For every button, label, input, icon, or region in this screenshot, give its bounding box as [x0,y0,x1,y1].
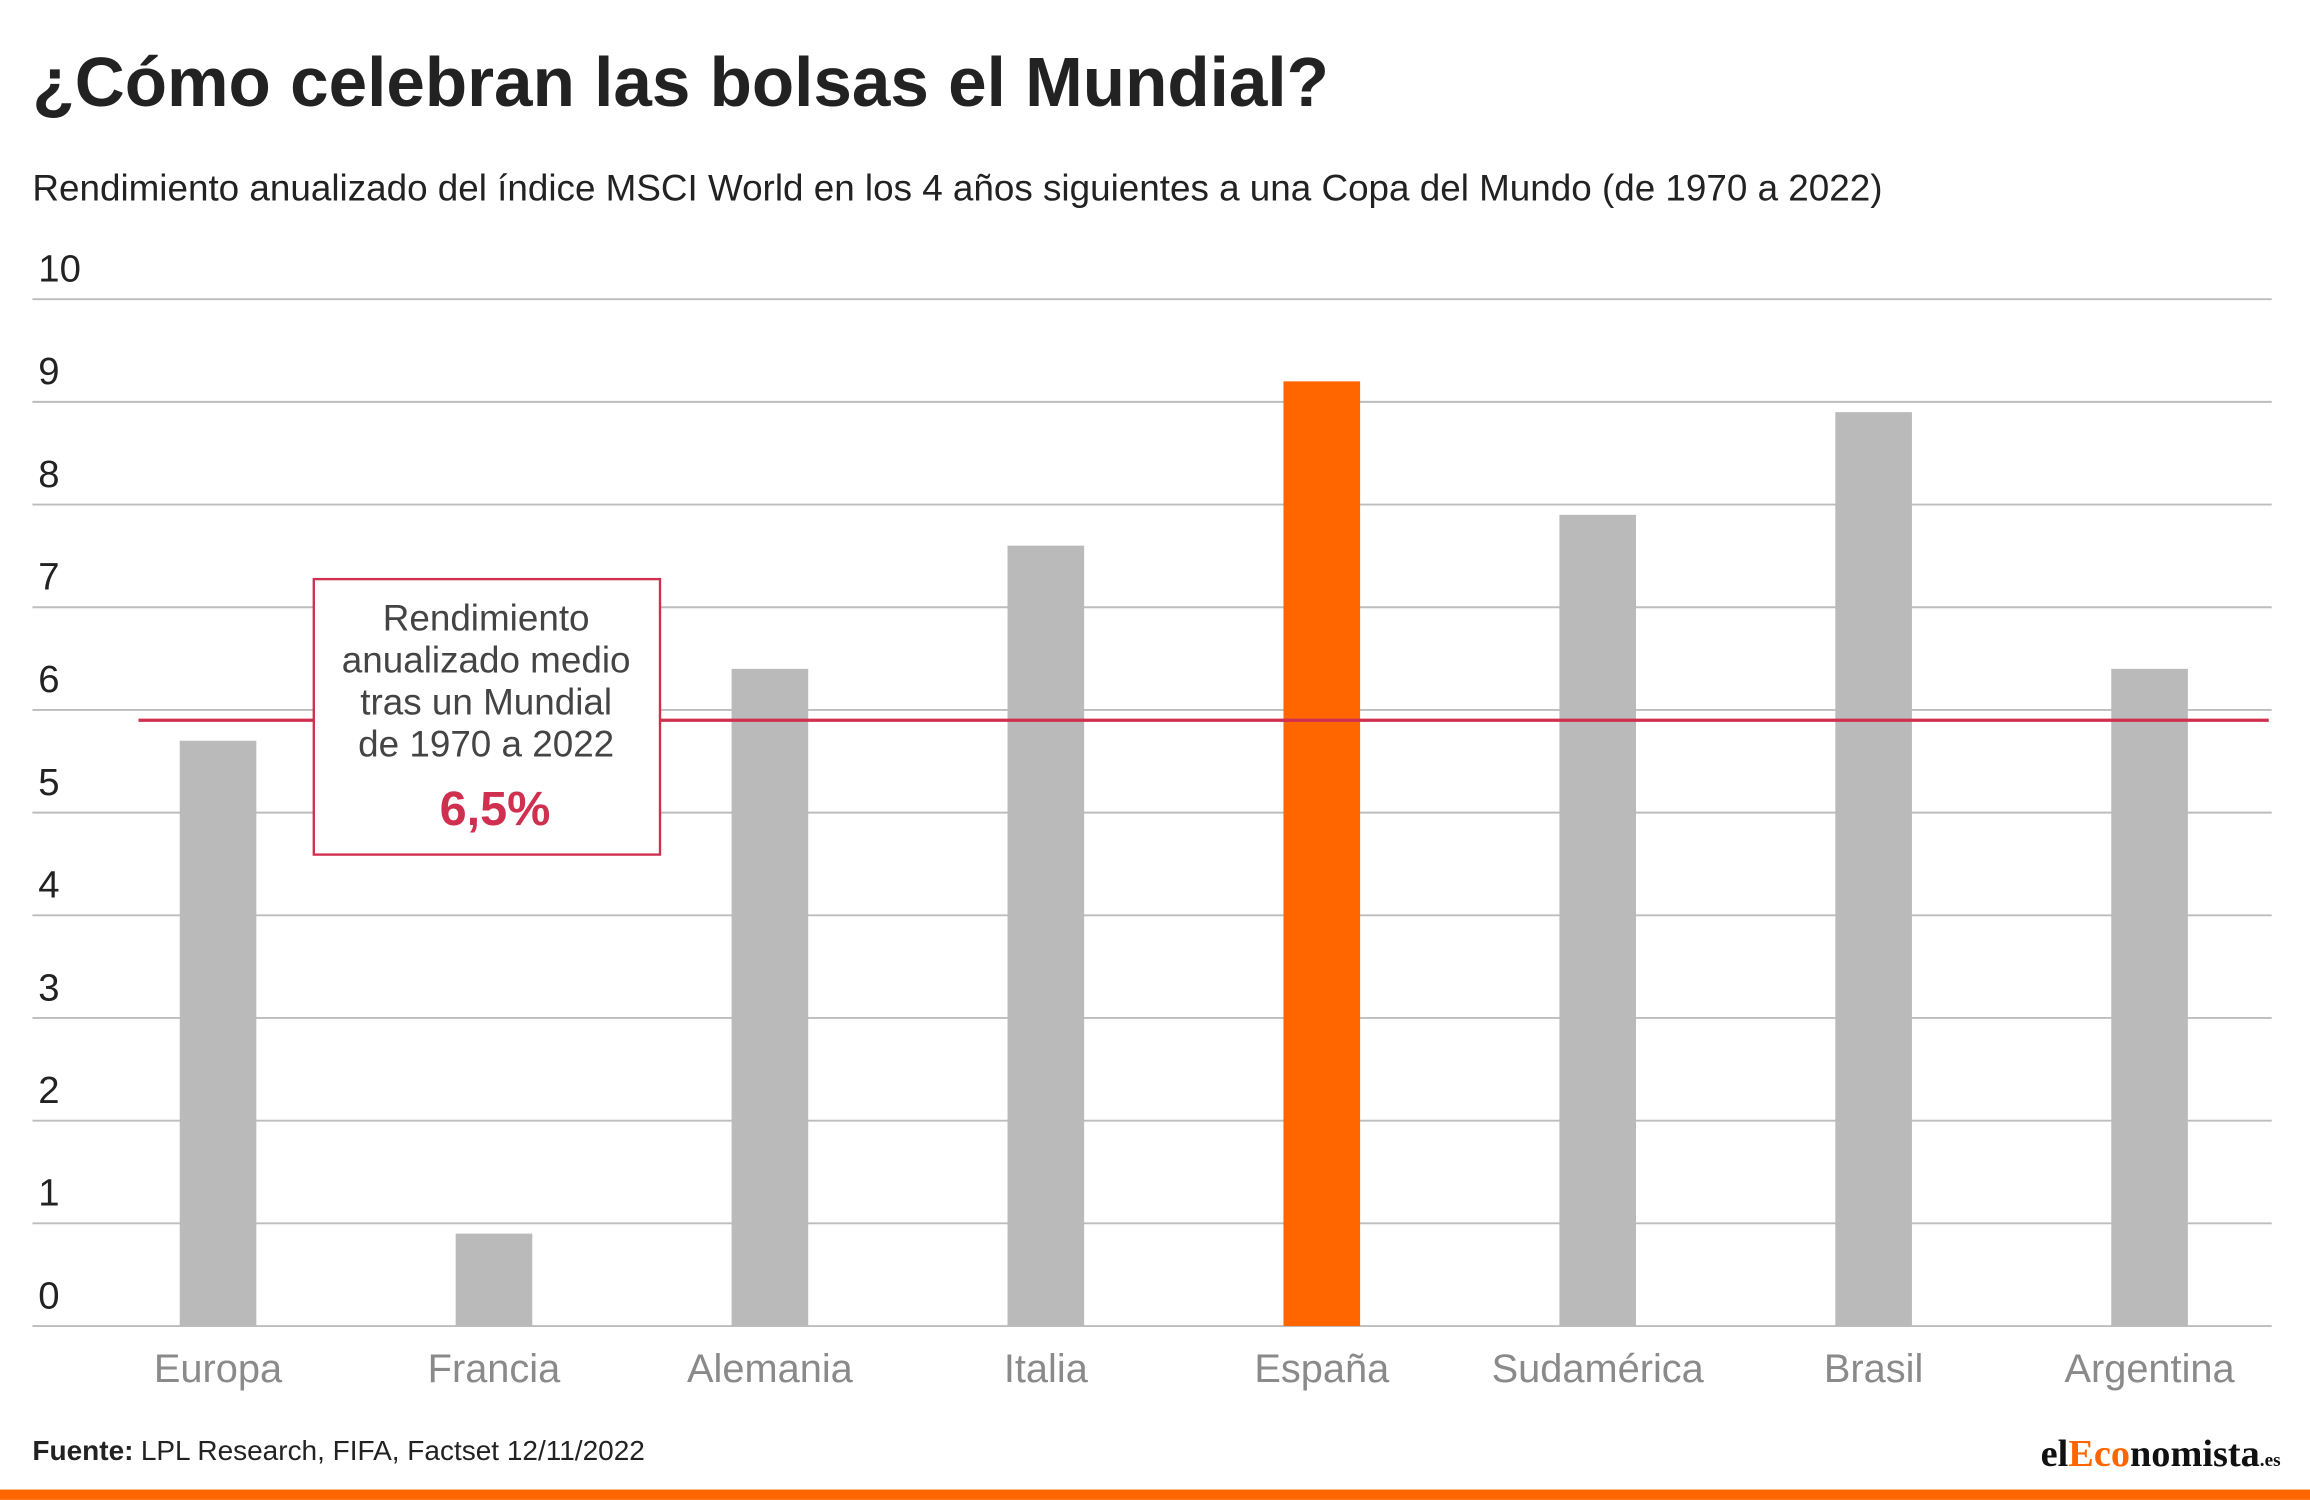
annotation-text: tras un Mundial [360,682,612,723]
bar [179,740,257,1327]
logo-part: .es [2260,1450,2281,1471]
y-tick-label: 6 [38,658,59,701]
logo-part: Eco [2068,1433,2130,1475]
y-tick-label: 3 [38,966,59,1009]
chart-subtitle: Rendimiento anualizado del índice MSCI W… [32,167,1882,208]
x-tick-label: Francia [428,1347,561,1391]
annotation-text: anualizado medio [342,640,631,681]
annotation-text: de 1970 a 2022 [358,724,614,765]
bar [1559,514,1637,1327]
x-tick-label: Argentina [2064,1347,2235,1391]
y-tick-label: 2 [38,1069,59,1112]
logo-part: el [2041,1433,2069,1475]
y-tick-label: 5 [38,761,59,804]
logo-part: nomista [2130,1433,2260,1475]
y-tick-label: 0 [38,1274,59,1317]
footer-bar [0,1489,2310,1500]
y-tick-label: 7 [38,556,59,599]
source-label: Fuente: [32,1435,133,1466]
y-tick-label: 4 [38,864,59,907]
x-tick-label: Sudamérica [1492,1347,1705,1391]
chart-title: ¿Cómo celebran las bolsas el Mundial? [32,43,1329,121]
x-tick-label: Brasil [1824,1347,1923,1391]
bar [2111,668,2188,1327]
logo: elEconomista.es [2041,1433,2281,1475]
bar [1283,381,1361,1327]
annotation-highlight: 6,5% [440,782,551,836]
annotation-box [312,577,662,856]
bar [1835,412,1912,1327]
bar [455,1233,533,1327]
x-tick-label: Europa [154,1347,283,1391]
bar [1007,545,1085,1327]
source: Fuente: LPL Research, FIFA, Factset 12/11… [32,1435,644,1466]
x-tick-label: Alemania [687,1347,854,1391]
y-tick-label: 1 [38,1172,59,1215]
annotation-text: Rendimiento [383,598,590,639]
x-tick-label: España [1254,1347,1390,1391]
bar [731,668,809,1327]
y-tick-label: 9 [38,350,59,393]
source-text: LPL Research, FIFA, Factset 12/11/2022 [141,1435,645,1466]
y-tick-label: 8 [38,453,59,496]
y-tick-label: 10 [38,248,81,291]
x-tick-label: Italia [1004,1347,1089,1391]
